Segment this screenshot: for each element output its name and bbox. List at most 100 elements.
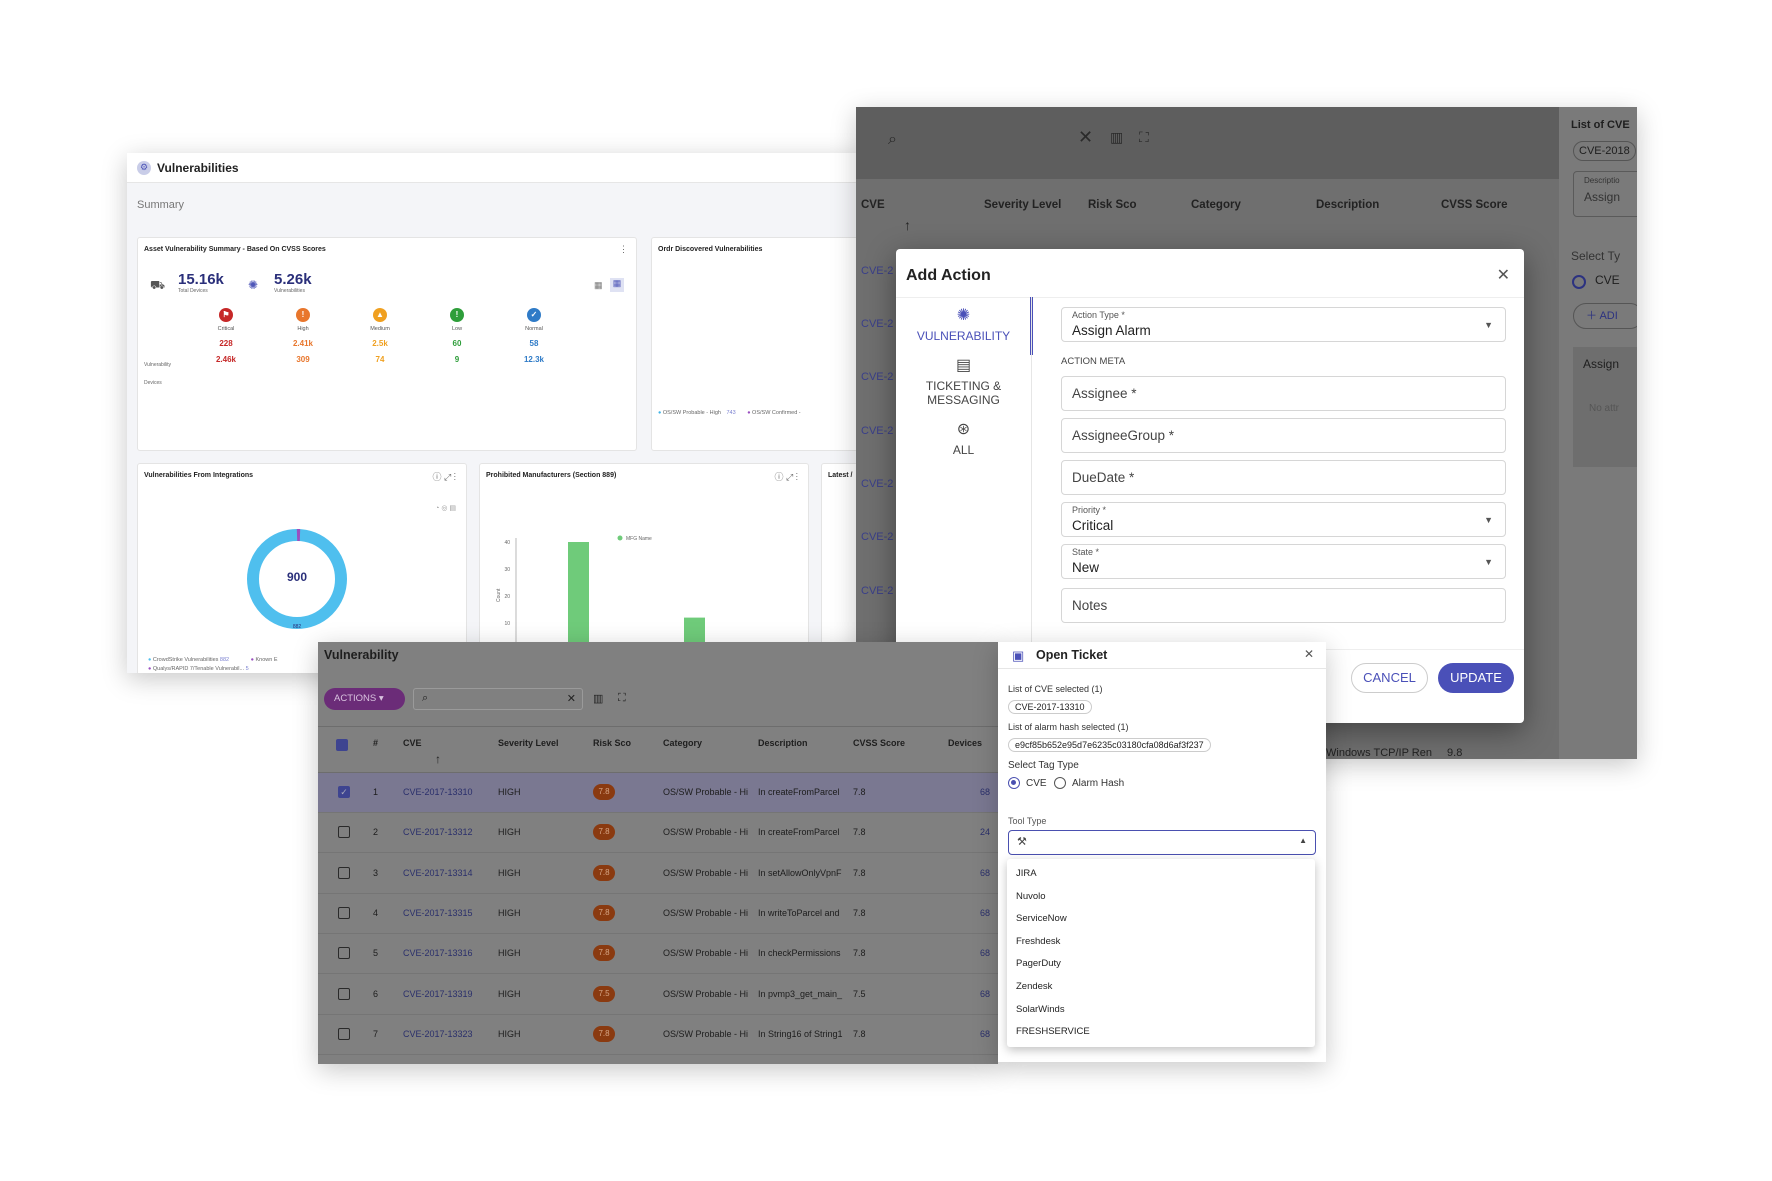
severity-device-count: 9 <box>454 355 460 364</box>
card-tools-icons[interactable]: ⓘ ⤢ ⋮ <box>774 472 798 482</box>
column-header-cve[interactable]: CVE <box>861 199 885 211</box>
legend-item: Known E <box>255 657 278 663</box>
column-header-risk[interactable]: Risk Sco <box>593 738 632 748</box>
column-header-risk[interactable]: Risk Sco <box>1088 199 1137 211</box>
grid-view-icon[interactable]: ▦ <box>594 280 603 290</box>
table-row[interactable]: 4 CVE-2017-13315 HIGH 7.8 OS/SW Probable - H… <box>318 894 998 934</box>
cell-cve[interactable]: CVE-2017-13310 <box>403 787 473 797</box>
row-checkbox[interactable] <box>338 947 350 960</box>
row-checkbox[interactable] <box>338 987 350 1000</box>
priority-select[interactable]: Priority * Critical ▼ <box>1061 502 1506 537</box>
column-header-cvss[interactable]: CVSS Score <box>1441 199 1508 211</box>
fullscreen-icon[interactable]: ⛶ <box>1139 129 1149 145</box>
cve-cell[interactable]: CVE-2 <box>861 318 894 330</box>
fullscreen-icon[interactable]: ⛶ <box>618 692 626 704</box>
search-input[interactable]: ⌕ ✕ <box>413 688 583 710</box>
ticket-icon: ▣ <box>1012 648 1025 663</box>
cve-cell[interactable]: CVE-2 <box>861 265 894 277</box>
assignee-field[interactable]: Assignee * <box>1061 376 1506 411</box>
tab-all[interactable]: ⊛ ALL <box>896 419 1031 457</box>
cve-radio[interactable] <box>1008 777 1020 789</box>
card-tools-icons[interactable]: ⓘ ⤢ ⋮ <box>432 472 456 482</box>
cve-cell[interactable]: CVE-2 <box>861 371 894 383</box>
add-button[interactable]: ＋ ADI <box>1573 303 1637 329</box>
clear-icon[interactable]: ✕ <box>1078 127 1094 147</box>
search-icon[interactable]: ⌕ <box>888 131 897 148</box>
columns-icon[interactable]: ▥ <box>593 693 604 705</box>
tab-ticketing[interactable]: ▤ TICKETING & MESSAGING <box>896 355 1031 407</box>
column-header-cve[interactable]: CVE <box>403 738 422 748</box>
cell-cve[interactable]: CVE-2017-13323 <box>403 1028 473 1039</box>
columns-icon[interactable]: ▥ <box>1110 129 1124 145</box>
tool-option-solarwinds[interactable]: SolarWinds <box>1016 1003 1065 1015</box>
cell-cve[interactable]: CVE-2017-13315 <box>403 907 473 918</box>
table-row[interactable]: 7 CVE-2017-13323 HIGH 7.8 OS/SW Probable - H… <box>318 1015 998 1055</box>
tool-option-servicenow[interactable]: ServiceNow <box>1016 913 1067 925</box>
action-type-select[interactable]: Action Type * Assign Alarm ▼ <box>1061 307 1506 342</box>
assignee-group-field[interactable]: AssigneeGroup * <box>1061 418 1506 453</box>
table-row[interactable]: ✓ 1 CVE-2017-13310 HIGH 7.8 OS/SW Probable - … <box>318 773 998 813</box>
column-header-category[interactable]: Category <box>1191 199 1241 211</box>
row-checkbox[interactable] <box>338 906 350 919</box>
tool-option-pagerduty[interactable]: PagerDuty <box>1016 958 1061 970</box>
clear-icon[interactable]: ✕ <box>566 693 576 705</box>
update-button[interactable]: UPDATE <box>1438 663 1514 693</box>
row-checkbox[interactable] <box>338 1027 350 1040</box>
cell-dev[interactable]: 68 <box>980 1028 991 1039</box>
column-header-severity[interactable]: Severity Level <box>498 738 559 748</box>
cell-dev[interactable]: 68 <box>980 867 991 878</box>
table-row[interactable]: 3 CVE-2017-13314 HIGH 7.8 OS/SW Probable - H… <box>318 854 998 894</box>
column-header-cvss[interactable]: CVSS Score <box>853 738 906 748</box>
table-row[interactable]: 2 CVE-2017-13312 HIGH 7.8 OS/SW Probable - H… <box>318 813 998 854</box>
cve-cell[interactable]: CVE-2 <box>861 585 894 597</box>
table-row[interactable]: 5 CVE-2017-13316 HIGH 7.8 OS/SW Probable - H… <box>318 934 998 975</box>
column-header-devices[interactable]: Devices <box>948 738 983 748</box>
tab-divider <box>1031 297 1032 717</box>
tool-option-zendesk[interactable]: Zendesk <box>1016 981 1053 992</box>
cell-dev[interactable]: 24 <box>980 827 991 838</box>
due-date-field[interactable]: DueDate * <box>1061 460 1506 495</box>
column-header-description[interactable]: Description <box>758 738 808 748</box>
cell-cve[interactable]: CVE-2017-13314 <box>403 867 473 878</box>
cell-dev[interactable]: 68 <box>980 988 991 999</box>
close-icon[interactable]: ✕ <box>1303 647 1314 661</box>
description-field[interactable]: Descriptio Assign <box>1573 171 1637 217</box>
row-checkbox[interactable] <box>338 826 350 839</box>
cell-cve[interactable]: CVE-2017-13319 <box>403 988 473 999</box>
cve-cell[interactable]: CVE-2 <box>861 531 894 543</box>
column-header-severity[interactable]: Severity Level <box>984 199 1062 211</box>
cell-cve[interactable]: CVE-2017-13312 <box>403 827 473 838</box>
tool-option-jira[interactable]: JIRA <box>1016 868 1037 879</box>
cell-dev[interactable]: 68 <box>980 948 991 959</box>
sort-arrow-icon[interactable]: ↑ <box>904 217 911 233</box>
tool-option-freshdesk[interactable]: Freshdesk <box>1016 935 1061 947</box>
column-header-category[interactable]: Category <box>663 738 703 748</box>
cell-cve[interactable]: CVE-2017-13316 <box>403 948 473 959</box>
state-select[interactable]: State * New ▼ <box>1061 544 1506 579</box>
tool-option-nuvolo[interactable]: Nuvolo <box>1016 890 1046 902</box>
row-checkbox[interactable]: ✓ <box>338 786 350 798</box>
hash-list-label: List of alarm hash selected (1) <box>1008 722 1129 732</box>
cancel-button[interactable]: CANCEL <box>1351 663 1428 693</box>
tab-vulnerability[interactable]: ✺ VULNERABILITY <box>896 305 1031 343</box>
cve-radio[interactable] <box>1572 275 1586 289</box>
card-title: Asset Vulnerability Summary - Based On C… <box>144 246 326 253</box>
cell-dev[interactable]: 68 <box>980 907 991 918</box>
cve-cell[interactable]: CVE-2 <box>861 478 894 490</box>
select-all-checkbox[interactable] <box>336 739 348 751</box>
cell-dev[interactable]: 68 <box>980 787 991 797</box>
column-header-description[interactable]: Description <box>1316 199 1380 211</box>
close-icon[interactable]: ✕ <box>1496 267 1510 284</box>
tool-type-select[interactable]: ⚒ ▲ <box>1008 830 1316 855</box>
actions-button[interactable]: ACTIONS ▾ <box>324 688 405 710</box>
notes-field[interactable]: Notes <box>1061 588 1506 623</box>
cve-cell[interactable]: CVE-2 <box>861 425 894 437</box>
row-checkbox[interactable] <box>338 866 350 879</box>
tool-option-freshservice[interactable]: FRESHSERVICE <box>1016 1026 1090 1038</box>
alarm-hash-radio[interactable] <box>1054 777 1066 789</box>
table-view-icon[interactable]: ▦ <box>610 278 624 292</box>
table-row[interactable]: 6 CVE-2017-13319 HIGH 7.5 OS/SW Probable - H… <box>318 975 998 1015</box>
kebab-menu-icon[interactable]: ⋮ <box>619 244 628 254</box>
sort-arrow-icon[interactable]: ↑ <box>435 752 441 766</box>
mini-tools-icons[interactable]: ◔ ◎ ▤ <box>435 505 456 512</box>
